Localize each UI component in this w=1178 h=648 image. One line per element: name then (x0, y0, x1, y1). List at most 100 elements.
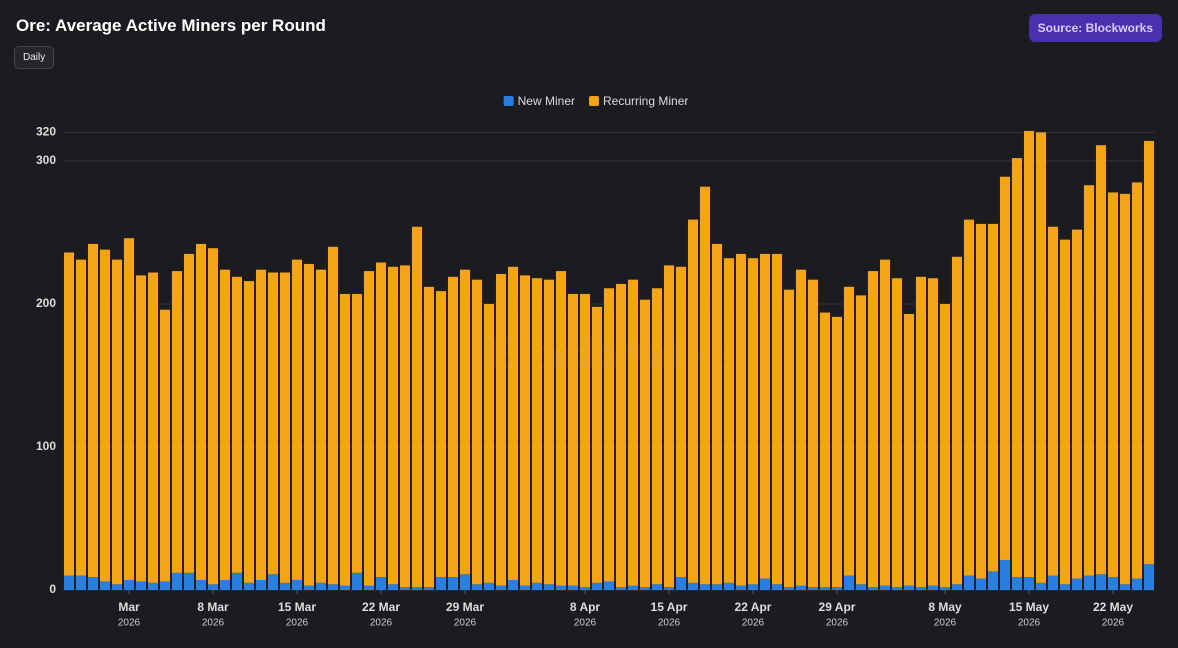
bar-segment (243, 582, 255, 590)
bar-segment (423, 286, 435, 588)
bar-segment (375, 577, 387, 590)
bar-segment (963, 575, 975, 590)
bar-segment (819, 587, 831, 590)
bar-segment (63, 575, 75, 590)
bar-segment (1059, 584, 1071, 590)
bar-segment (819, 312, 831, 588)
bar-segment (903, 313, 915, 586)
bar-segment (975, 578, 987, 590)
legend-swatch (503, 96, 514, 106)
y-tick-label: 320 (36, 125, 56, 139)
source-button[interactable]: Source: Blockworks (1028, 14, 1162, 42)
bar-segment (147, 272, 159, 583)
bar-segment (603, 581, 615, 590)
bar-segment (651, 288, 663, 585)
y-tick-label: 0 (49, 582, 56, 596)
legend-swatch (589, 96, 599, 106)
bar-segment (447, 577, 459, 590)
bar-segment (831, 587, 843, 590)
bar-segment (771, 584, 783, 590)
bar-segment (339, 293, 351, 586)
bar-segment (867, 271, 879, 588)
bar-segment (987, 223, 999, 572)
bar-segment (951, 584, 963, 590)
bar-segment (219, 579, 231, 590)
x-tick-year: 2026 (658, 618, 681, 629)
x-tick-label: 15 Apr (651, 600, 688, 614)
bar-segment (363, 271, 375, 586)
bar-segment (1143, 140, 1155, 565)
bar-segment (687, 582, 699, 590)
bar-segment (1023, 577, 1035, 590)
bar-segment (999, 559, 1011, 590)
bar-segment (231, 276, 243, 573)
bar-segment (639, 587, 651, 590)
x-tick-label: 22 May (1093, 600, 1133, 614)
bar-segment (459, 574, 471, 590)
x-tick-year: 2026 (202, 618, 225, 629)
bar-segment (99, 249, 111, 582)
bar-segment (147, 582, 159, 590)
bar-segment (411, 587, 423, 590)
bar-segment (603, 288, 615, 582)
y-tick-label: 200 (36, 296, 56, 310)
bar-segment (747, 258, 759, 585)
legend-label: New Miner (518, 94, 575, 108)
bar-segment (807, 587, 819, 590)
bar-segment (1023, 130, 1035, 578)
bar-segment (879, 585, 891, 590)
bar-segment (927, 585, 939, 590)
bar-segment (591, 582, 603, 590)
x-tick-label: 15 May (1009, 600, 1049, 614)
bar-segment (699, 584, 711, 590)
bar-segment (627, 585, 639, 590)
bar-segment (771, 253, 783, 585)
bar-segment (111, 584, 123, 590)
x-tick-year: 2026 (934, 618, 957, 629)
x-tick-year: 2026 (1102, 618, 1125, 629)
bar-segment (87, 577, 99, 590)
bar-segment (183, 572, 195, 590)
bar-segment (651, 584, 663, 590)
legend-label: Recurring Miner (603, 94, 688, 108)
x-tick-year: 2026 (1018, 618, 1041, 629)
x-tick-year: 2026 (742, 618, 765, 629)
bar-segment (447, 276, 459, 578)
bar-segment (795, 585, 807, 590)
bar-segment (411, 226, 423, 588)
bar-segment (543, 584, 555, 590)
bar-segment (975, 223, 987, 579)
bar-segment (1095, 145, 1107, 575)
bar-segment (351, 293, 363, 573)
bar-segment (735, 253, 747, 586)
bar-segment (711, 584, 723, 590)
bar-segment (159, 309, 171, 582)
bar-segment (939, 303, 951, 588)
bar-segment (87, 243, 99, 578)
x-tick-year: 2026 (574, 618, 597, 629)
y-tick-label: 100 (36, 439, 56, 453)
bar-segment (279, 272, 291, 583)
x-tick-label: Mar (118, 600, 140, 614)
bar-segment (99, 581, 111, 590)
bar-segment (987, 571, 999, 590)
bar-segment (291, 579, 303, 590)
bar-segment (1047, 226, 1059, 576)
bar-segment (243, 281, 255, 583)
bar-segment (195, 579, 207, 590)
bar-segment (1011, 577, 1023, 590)
period-button[interactable]: Daily (14, 46, 55, 69)
bar-segment (591, 306, 603, 583)
bar-segment (627, 279, 639, 586)
bar-segment (351, 572, 363, 590)
x-tick-label: 29 Apr (819, 600, 856, 614)
bar-segment (495, 273, 507, 586)
bar-segment (687, 219, 699, 583)
x-tick-label: 8 Mar (197, 600, 229, 614)
bar-segment (303, 263, 315, 586)
bar-segment (843, 286, 855, 576)
bar-segment (855, 584, 867, 590)
bar-segment (75, 259, 87, 576)
